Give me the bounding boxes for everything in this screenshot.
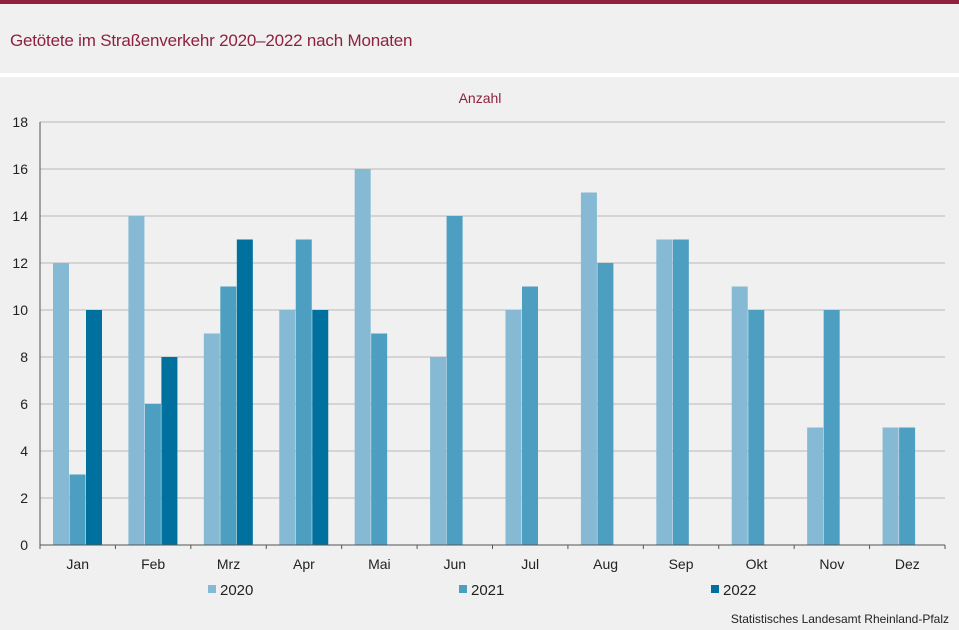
- y-tick-label: 4: [20, 443, 28, 459]
- bar-2020-Jul: [505, 310, 522, 545]
- bar-2021-Okt: [748, 310, 765, 545]
- y-tick-label: 6: [20, 396, 28, 412]
- y-tick-label: 0: [20, 537, 28, 553]
- legend-label-2021: 2021: [471, 582, 504, 599]
- x-tick-label: Nov: [819, 556, 844, 572]
- x-tick-label: Sep: [669, 556, 694, 572]
- bar-2021-Mai: [371, 333, 388, 545]
- x-tick-label: Mrz: [217, 556, 240, 572]
- bars: [53, 169, 916, 545]
- bar-2022-Mrz: [236, 239, 253, 545]
- bar-2021-Apr: [295, 239, 312, 545]
- top-accent-bar: [0, 0, 959, 4]
- axis-labels: Anzahl 0 2 4 6 8 10 12 14 16 18 Jan Feb Mrz Apr Mai Jun J…: [12, 90, 919, 572]
- bar-2021-Sep: [672, 239, 689, 545]
- x-tick-label: Okt: [746, 556, 768, 572]
- legend-swatch-2020: [208, 585, 216, 593]
- y-tick-label: 14: [12, 208, 28, 224]
- legend-swatch-2022: [711, 585, 719, 593]
- bar-2021-Nov: [823, 310, 840, 545]
- y-tick-label: 18: [12, 114, 28, 130]
- title-separator: [0, 73, 959, 77]
- x-tick-label: Jun: [444, 556, 467, 572]
- bar-2020-Jan: [53, 263, 69, 545]
- y-tick-label: 16: [12, 161, 28, 177]
- bar-2020-Mai: [354, 169, 371, 545]
- y-tick-label: 10: [12, 302, 28, 318]
- bar-2020-Dez: [882, 427, 899, 545]
- source-note: Statistisches Landesamt Rheinland-Pfalz: [730, 612, 949, 626]
- bar-chart: Anzahl 0 2 4 6 8 10 12 14 16 18 Jan Feb Mrz Apr Mai Jun J…: [12, 90, 946, 599]
- y-tick-label: 12: [12, 255, 28, 271]
- bar-2022-Apr: [312, 310, 329, 545]
- bar-2021-Jun: [446, 216, 463, 545]
- bar-2020-Nov: [807, 427, 824, 545]
- bar-2021-Feb: [144, 404, 161, 545]
- y-axis-title: Anzahl: [459, 90, 502, 106]
- x-tick-label: Aug: [593, 556, 618, 572]
- bar-2021-Aug: [597, 263, 614, 545]
- bar-2021-Jul: [522, 286, 538, 545]
- bar-2022-Jan: [86, 310, 102, 545]
- y-tick-label: 2: [20, 490, 28, 506]
- x-tick-label: Mai: [368, 556, 391, 572]
- bar-2021-Jan: [69, 474, 86, 545]
- legend-label-2020: 2020: [220, 582, 253, 599]
- x-tick-label: Feb: [141, 556, 165, 572]
- chart-title: Getötete im Straßenverkehr 2020–2022 nac…: [10, 31, 413, 50]
- y-tick-label: 8: [20, 349, 28, 365]
- bar-2020-Feb: [128, 216, 145, 545]
- legend-swatch-2021: [459, 585, 467, 593]
- x-tick-label: Apr: [293, 556, 315, 572]
- bar-2020-Apr: [279, 310, 296, 545]
- gridlines: [40, 121, 945, 499]
- x-tick-label: Dez: [895, 556, 920, 572]
- bar-2020-Sep: [656, 239, 673, 545]
- bar-2020-Okt: [731, 286, 748, 545]
- x-tick-label: Jul: [521, 556, 539, 572]
- bar-2020-Jun: [430, 357, 447, 545]
- bar-2022-Feb: [161, 357, 178, 545]
- x-tick-label: Jan: [66, 556, 89, 572]
- bar-2020-Mrz: [203, 333, 220, 545]
- bar-2021-Dez: [899, 427, 916, 545]
- bar-2021-Mrz: [220, 286, 237, 545]
- bar-2020-Aug: [580, 192, 597, 545]
- legend: 2020 2021 2022: [208, 582, 756, 599]
- axes: [39, 122, 946, 549]
- legend-label-2022: 2022: [723, 582, 756, 599]
